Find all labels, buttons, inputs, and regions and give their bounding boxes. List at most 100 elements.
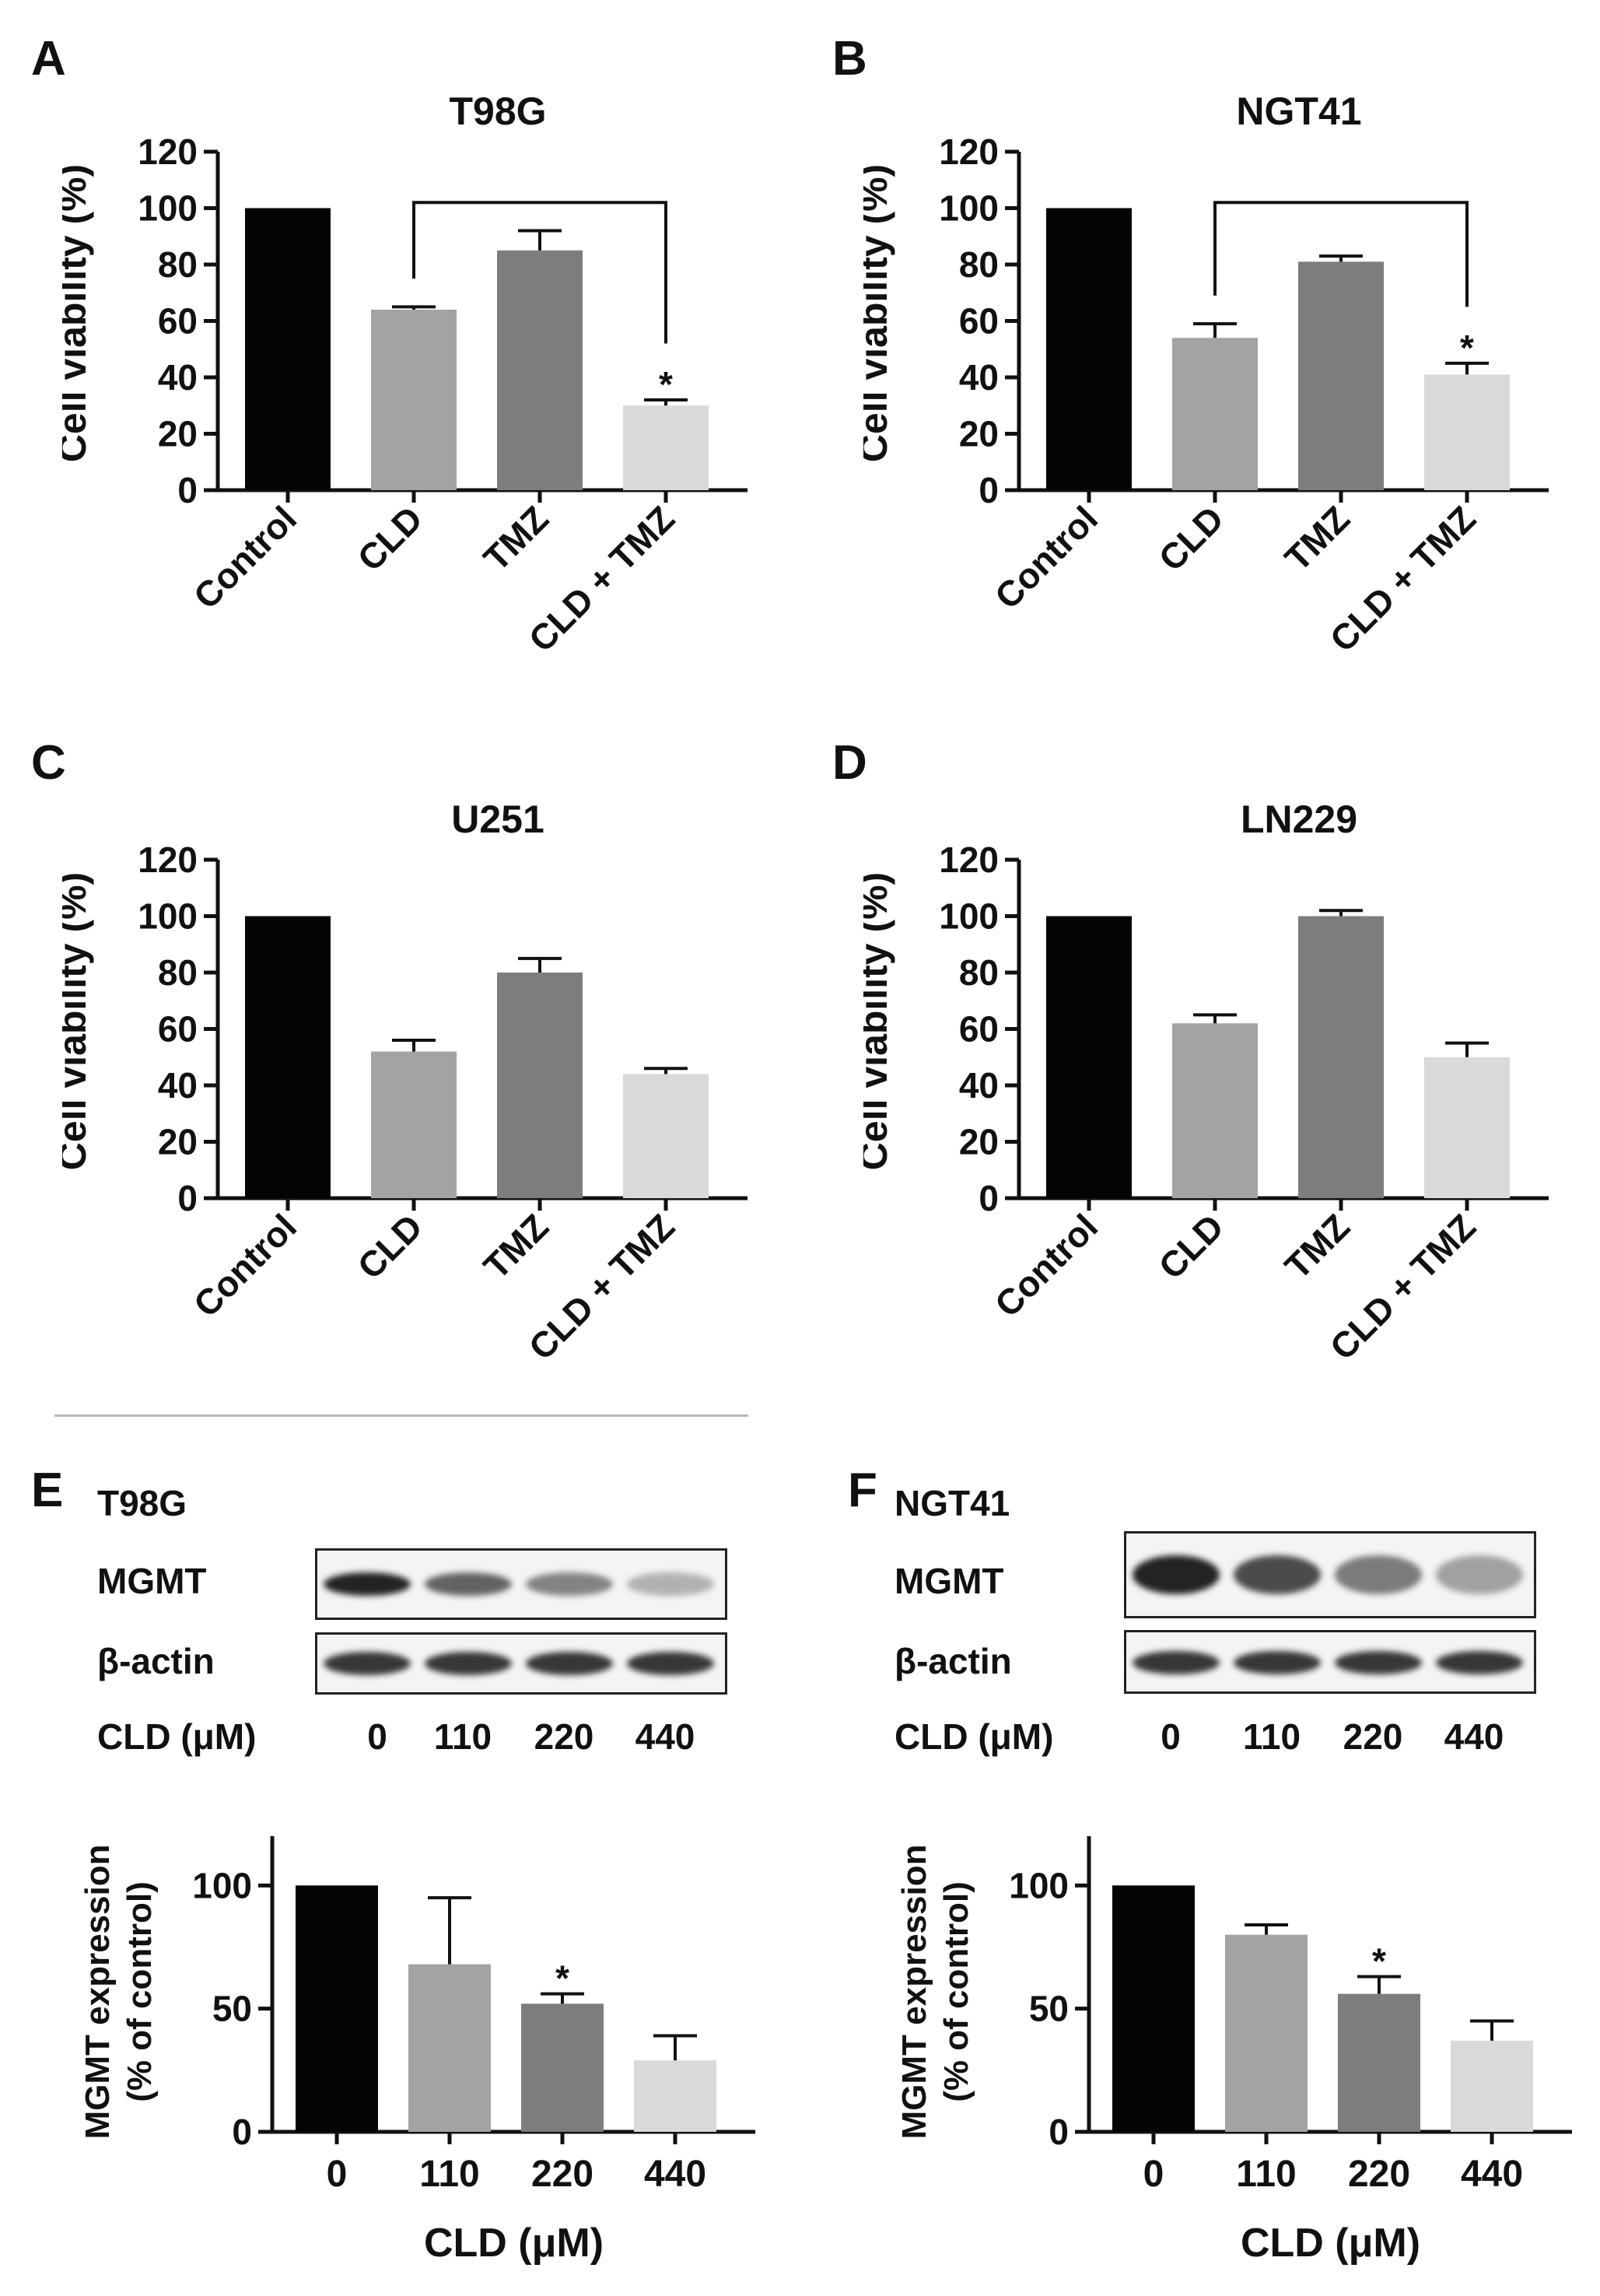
blot-f-dose-label: CLD (μM) xyxy=(895,1716,1054,1757)
blot-e-actin-band xyxy=(425,1652,512,1675)
blot-e-lane-110: 110 xyxy=(433,1716,492,1757)
chart-e-y-label-line: (% of control) xyxy=(121,1881,159,2102)
chart-c-bar xyxy=(623,1074,709,1198)
chart-b-category-label: CLD xyxy=(1150,498,1231,579)
blot-e-mgmt-strip xyxy=(315,1548,727,1620)
chart-c-bar xyxy=(497,973,583,1198)
chart-b-significance-star: * xyxy=(1460,328,1474,368)
chart-f-category-label: 0 xyxy=(1143,2154,1164,2195)
chart-b-y-label: Cell viability (%) xyxy=(863,164,895,462)
chart-a-y-label: Cell viability (%) xyxy=(62,164,94,462)
blot-f-actin-band xyxy=(1436,1651,1523,1674)
chart-c-y-tick-label: 120 xyxy=(138,840,198,880)
chart-d-category-label: CLD xyxy=(1150,1206,1231,1287)
chart-e-y-label-line: MGMT expression xyxy=(79,1845,117,2140)
chart-c-y-tick-label: 0 xyxy=(177,1178,198,1218)
chart-c-u251-viability: U251 0 20 40 60 80 100 120 Cell viability (%) Con… xyxy=(62,797,747,1368)
blot-f-mgmt-band xyxy=(1335,1555,1422,1594)
blot-e-actin-band xyxy=(324,1652,411,1675)
chart-f-x-label: CLD (μM) xyxy=(1241,2221,1420,2266)
chart-c-y-tick-label: 100 xyxy=(138,896,198,937)
blot-f-mgmt-band xyxy=(1436,1555,1523,1594)
chart-c-bar xyxy=(245,916,331,1198)
chart-d-y-tick-label: 40 xyxy=(959,1065,999,1106)
chart-a-comparison-bracket xyxy=(412,201,667,344)
chart-e-y-tick-label: 50 xyxy=(212,1989,252,2029)
chart-f-category-label: 110 xyxy=(1236,2154,1296,2195)
chart-f-category-label: 440 xyxy=(1461,2154,1523,2195)
blot-f-cell-line: NGT41 xyxy=(895,1483,1010,1523)
blot-f-mgmt-strip xyxy=(1124,1531,1536,1618)
chart-a-significance-star: * xyxy=(659,364,673,405)
chart-a-bar xyxy=(497,250,583,490)
chart-a-y-tick-label: 40 xyxy=(158,357,198,398)
chart-e-bar xyxy=(521,2003,604,2132)
chart-a-category-label: Control xyxy=(186,498,304,616)
chart-b-y-tick-label: 0 xyxy=(979,470,999,510)
chart-f-y-label-line: (% of control) xyxy=(937,1881,975,2102)
chart-f-bar xyxy=(1338,1993,1420,2132)
chart-d-y-tick-label: 100 xyxy=(939,896,999,937)
chart-a-t98g-viability: T98G 0 20 40 60 80 100 120 Cell viability (%) Con… xyxy=(62,89,747,660)
blot-e-row-actin: β-actin xyxy=(97,1641,215,1681)
panel-label-f: F xyxy=(848,1463,877,1517)
chart-b-category-label: Control xyxy=(987,498,1105,616)
chart-f-significance-star: * xyxy=(1372,1941,1386,1982)
chart-d-y-tick-label: 60 xyxy=(959,1009,999,1050)
chart-f-bar xyxy=(1451,2040,1533,2132)
chart-d-y-tick-label: 0 xyxy=(979,1178,999,1218)
chart-f-y-label-line: MGMT expression xyxy=(895,1845,933,2140)
chart-a-title: T98G xyxy=(449,89,546,133)
chart-a-bar xyxy=(623,405,709,490)
chart-b-title: NGT41 xyxy=(1236,89,1361,133)
chart-a-y-tick-label: 20 xyxy=(158,414,198,454)
chart-f-bar xyxy=(1112,1885,1195,2132)
chart-b-bar xyxy=(1298,261,1384,490)
blot-e-mgmt-band xyxy=(324,1572,411,1596)
chart-f-category-label: 220 xyxy=(1348,2154,1410,2195)
chart-b-comparison-bracket xyxy=(1213,201,1469,307)
chart-b-y-tick-label: 80 xyxy=(959,244,999,285)
blot-e-mgmt-band xyxy=(627,1572,714,1596)
chart-e-bar xyxy=(634,2060,716,2132)
chart-c-bar xyxy=(371,1051,457,1198)
blot-f-actin-band xyxy=(1234,1651,1321,1674)
chart-d-category-label: Control xyxy=(987,1206,1105,1324)
blot-e-lane-0: 0 xyxy=(367,1716,387,1757)
chart-c-title: U251 xyxy=(451,797,544,841)
blot-f-lane-220: 220 xyxy=(1343,1716,1403,1757)
chart-e-y-tick-label: 100 xyxy=(192,1865,252,1905)
chart-a-y-tick-label: 80 xyxy=(158,244,198,285)
blot-e-cell-line: T98G xyxy=(97,1483,187,1523)
chart-e-category-label: 110 xyxy=(419,2154,479,2195)
panel-label-e: E xyxy=(31,1463,64,1517)
blot-e-lane-440: 440 xyxy=(635,1716,695,1757)
blot-f-lane-0: 0 xyxy=(1161,1716,1181,1757)
blot-e-actin-band xyxy=(526,1652,613,1675)
blot-f-mgmt-band xyxy=(1133,1555,1220,1594)
section-divider xyxy=(54,1414,748,1417)
chart-a-y-tick-label: 60 xyxy=(158,301,198,342)
chart-a-bar xyxy=(371,310,457,490)
blot-e-actin-strip xyxy=(315,1632,727,1695)
chart-a-y-tick-label: 0 xyxy=(177,470,198,510)
chart-a-bar xyxy=(245,208,331,490)
chart-c-y-tick-label: 40 xyxy=(158,1065,198,1106)
blot-e-dose-label: CLD (μM) xyxy=(97,1716,257,1757)
chart-b-y-tick-label: 100 xyxy=(939,188,999,229)
chart-a-y-tick-label: 120 xyxy=(138,131,198,172)
chart-f-y-tick-label: 0 xyxy=(1049,2112,1069,2152)
chart-e-category-label: 220 xyxy=(531,2154,593,2195)
chart-e-significance-star: * xyxy=(555,1958,569,1999)
chart-d-y-tick-label: 80 xyxy=(959,952,999,993)
chart-e-category-label: 0 xyxy=(327,2154,348,2195)
chart-f-y-tick-label: 100 xyxy=(1009,1865,1069,1905)
chart-d-bar xyxy=(1046,916,1132,1198)
chart-a-category-label: TMZ xyxy=(475,498,556,579)
chart-c-category-label: TMZ xyxy=(475,1206,556,1287)
blot-f-row-mgmt: MGMT xyxy=(895,1561,1004,1601)
chart-b-y-tick-label: 20 xyxy=(959,414,999,454)
chart-b-bar xyxy=(1424,374,1510,490)
chart-d-ln229-viability: LN229 0 20 40 60 80 100 120 Cell viability (%) Co… xyxy=(863,797,1549,1368)
chart-d-category-label: TMZ xyxy=(1276,1206,1357,1287)
